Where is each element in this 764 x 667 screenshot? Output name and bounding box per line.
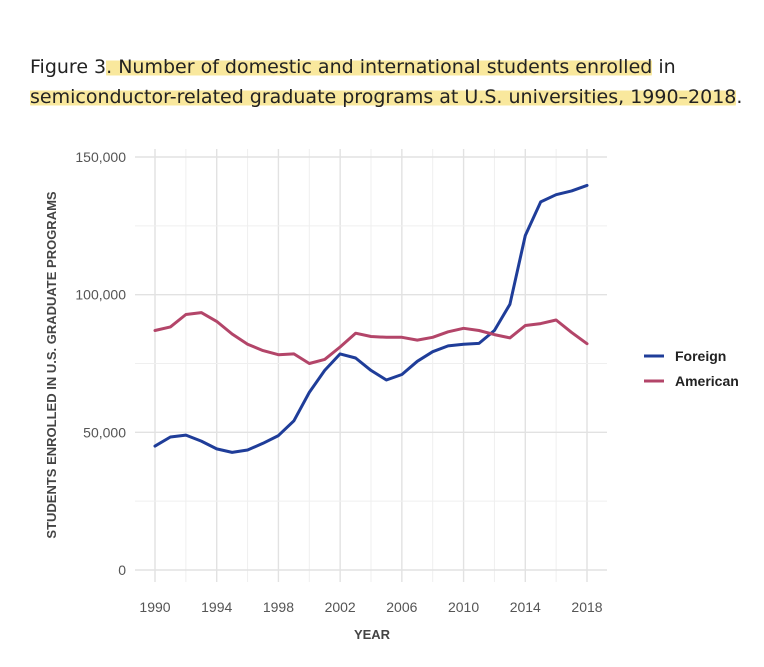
series-line-foreign — [153, 183, 589, 454]
x-tick-label: 2006 — [386, 599, 417, 615]
x-axis-title: YEAR — [354, 627, 391, 642]
x-tick-label: 2018 — [571, 599, 602, 615]
y-tick-label: 50,000 — [83, 424, 126, 440]
x-tick-label: 2010 — [448, 599, 479, 615]
caption-suffix: . — [736, 86, 743, 108]
grid-lines — [135, 149, 607, 582]
series-lines — [153, 183, 589, 454]
caption-prefix: Figure 3 — [30, 56, 107, 78]
legend: Foreign American — [644, 348, 739, 389]
legend-label-american: American — [675, 373, 739, 389]
tick-labels: 1990 1994 1998 2002 2006 2010 2014 2018 0 50,000 1… — [75, 149, 602, 615]
y-tick-label: 0 — [118, 562, 126, 578]
caption-highlight-1: . Number of domestic and international s… — [106, 56, 653, 78]
figure-caption: Figure 3. Number of domestic and interna… — [30, 52, 750, 112]
x-tick-label: 1998 — [263, 599, 294, 615]
series-line-american — [153, 311, 589, 365]
x-tick-label: 1994 — [201, 599, 232, 615]
x-tick-label: 2014 — [510, 599, 541, 615]
y-axis-title: STUDENTS ENROLLED IN U.S. GRADUATE PROGR… — [44, 191, 59, 538]
y-tick-label: 150,000 — [75, 149, 126, 165]
x-tick-label: 1990 — [139, 599, 170, 615]
legend-label-foreign: Foreign — [675, 348, 726, 364]
caption-highlight-2: semiconductor-related graduate programs … — [30, 86, 737, 108]
caption-middle: in — [652, 56, 676, 78]
y-tick-label: 100,000 — [75, 287, 126, 303]
x-tick-label: 2002 — [325, 599, 356, 615]
